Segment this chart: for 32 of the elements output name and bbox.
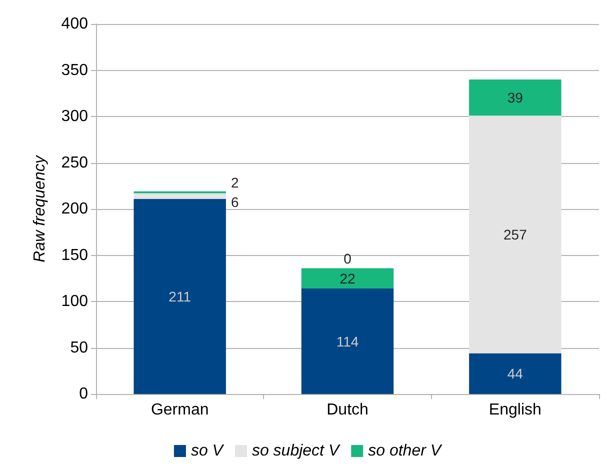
data-label: 114 (336, 333, 359, 350)
y-axis-title: Raw frequency (32, 154, 48, 262)
data-label: 257 (503, 226, 528, 242)
bar (469, 80, 562, 116)
bar (469, 353, 562, 394)
y-tick-label: 200 (61, 200, 88, 218)
x-tick-label: German (150, 402, 209, 418)
bar (134, 193, 226, 199)
x-tick-label: Dutch (326, 402, 368, 418)
data-label: 6 (230, 194, 239, 210)
y-tick-label: 150 (61, 246, 88, 264)
legend-label: so other V (368, 442, 442, 460)
y-tick-label: 350 (61, 62, 88, 79)
y-tick-label: 300 (61, 108, 88, 125)
data-label: 0 (344, 250, 352, 267)
bar (301, 288, 394, 394)
y-tick-label: 250 (61, 154, 88, 172)
legend-label: so V (190, 442, 224, 460)
legend-label: so subject V (252, 442, 340, 460)
data-label: 39 (507, 90, 524, 106)
data-label: 211 (168, 288, 192, 304)
data-label: 2 (230, 174, 239, 190)
data-label: 22 (340, 270, 356, 286)
y-tick-label: 100 (61, 293, 88, 310)
bar (134, 198, 226, 394)
y-tick-label: 0 (79, 386, 88, 402)
bar (469, 116, 562, 354)
x-tick-label: English (488, 402, 542, 418)
data-label: 44 (507, 366, 524, 382)
y-tick-label: 50 (70, 339, 88, 356)
y-tick-label: 400 (61, 16, 88, 32)
bar (301, 268, 394, 289)
